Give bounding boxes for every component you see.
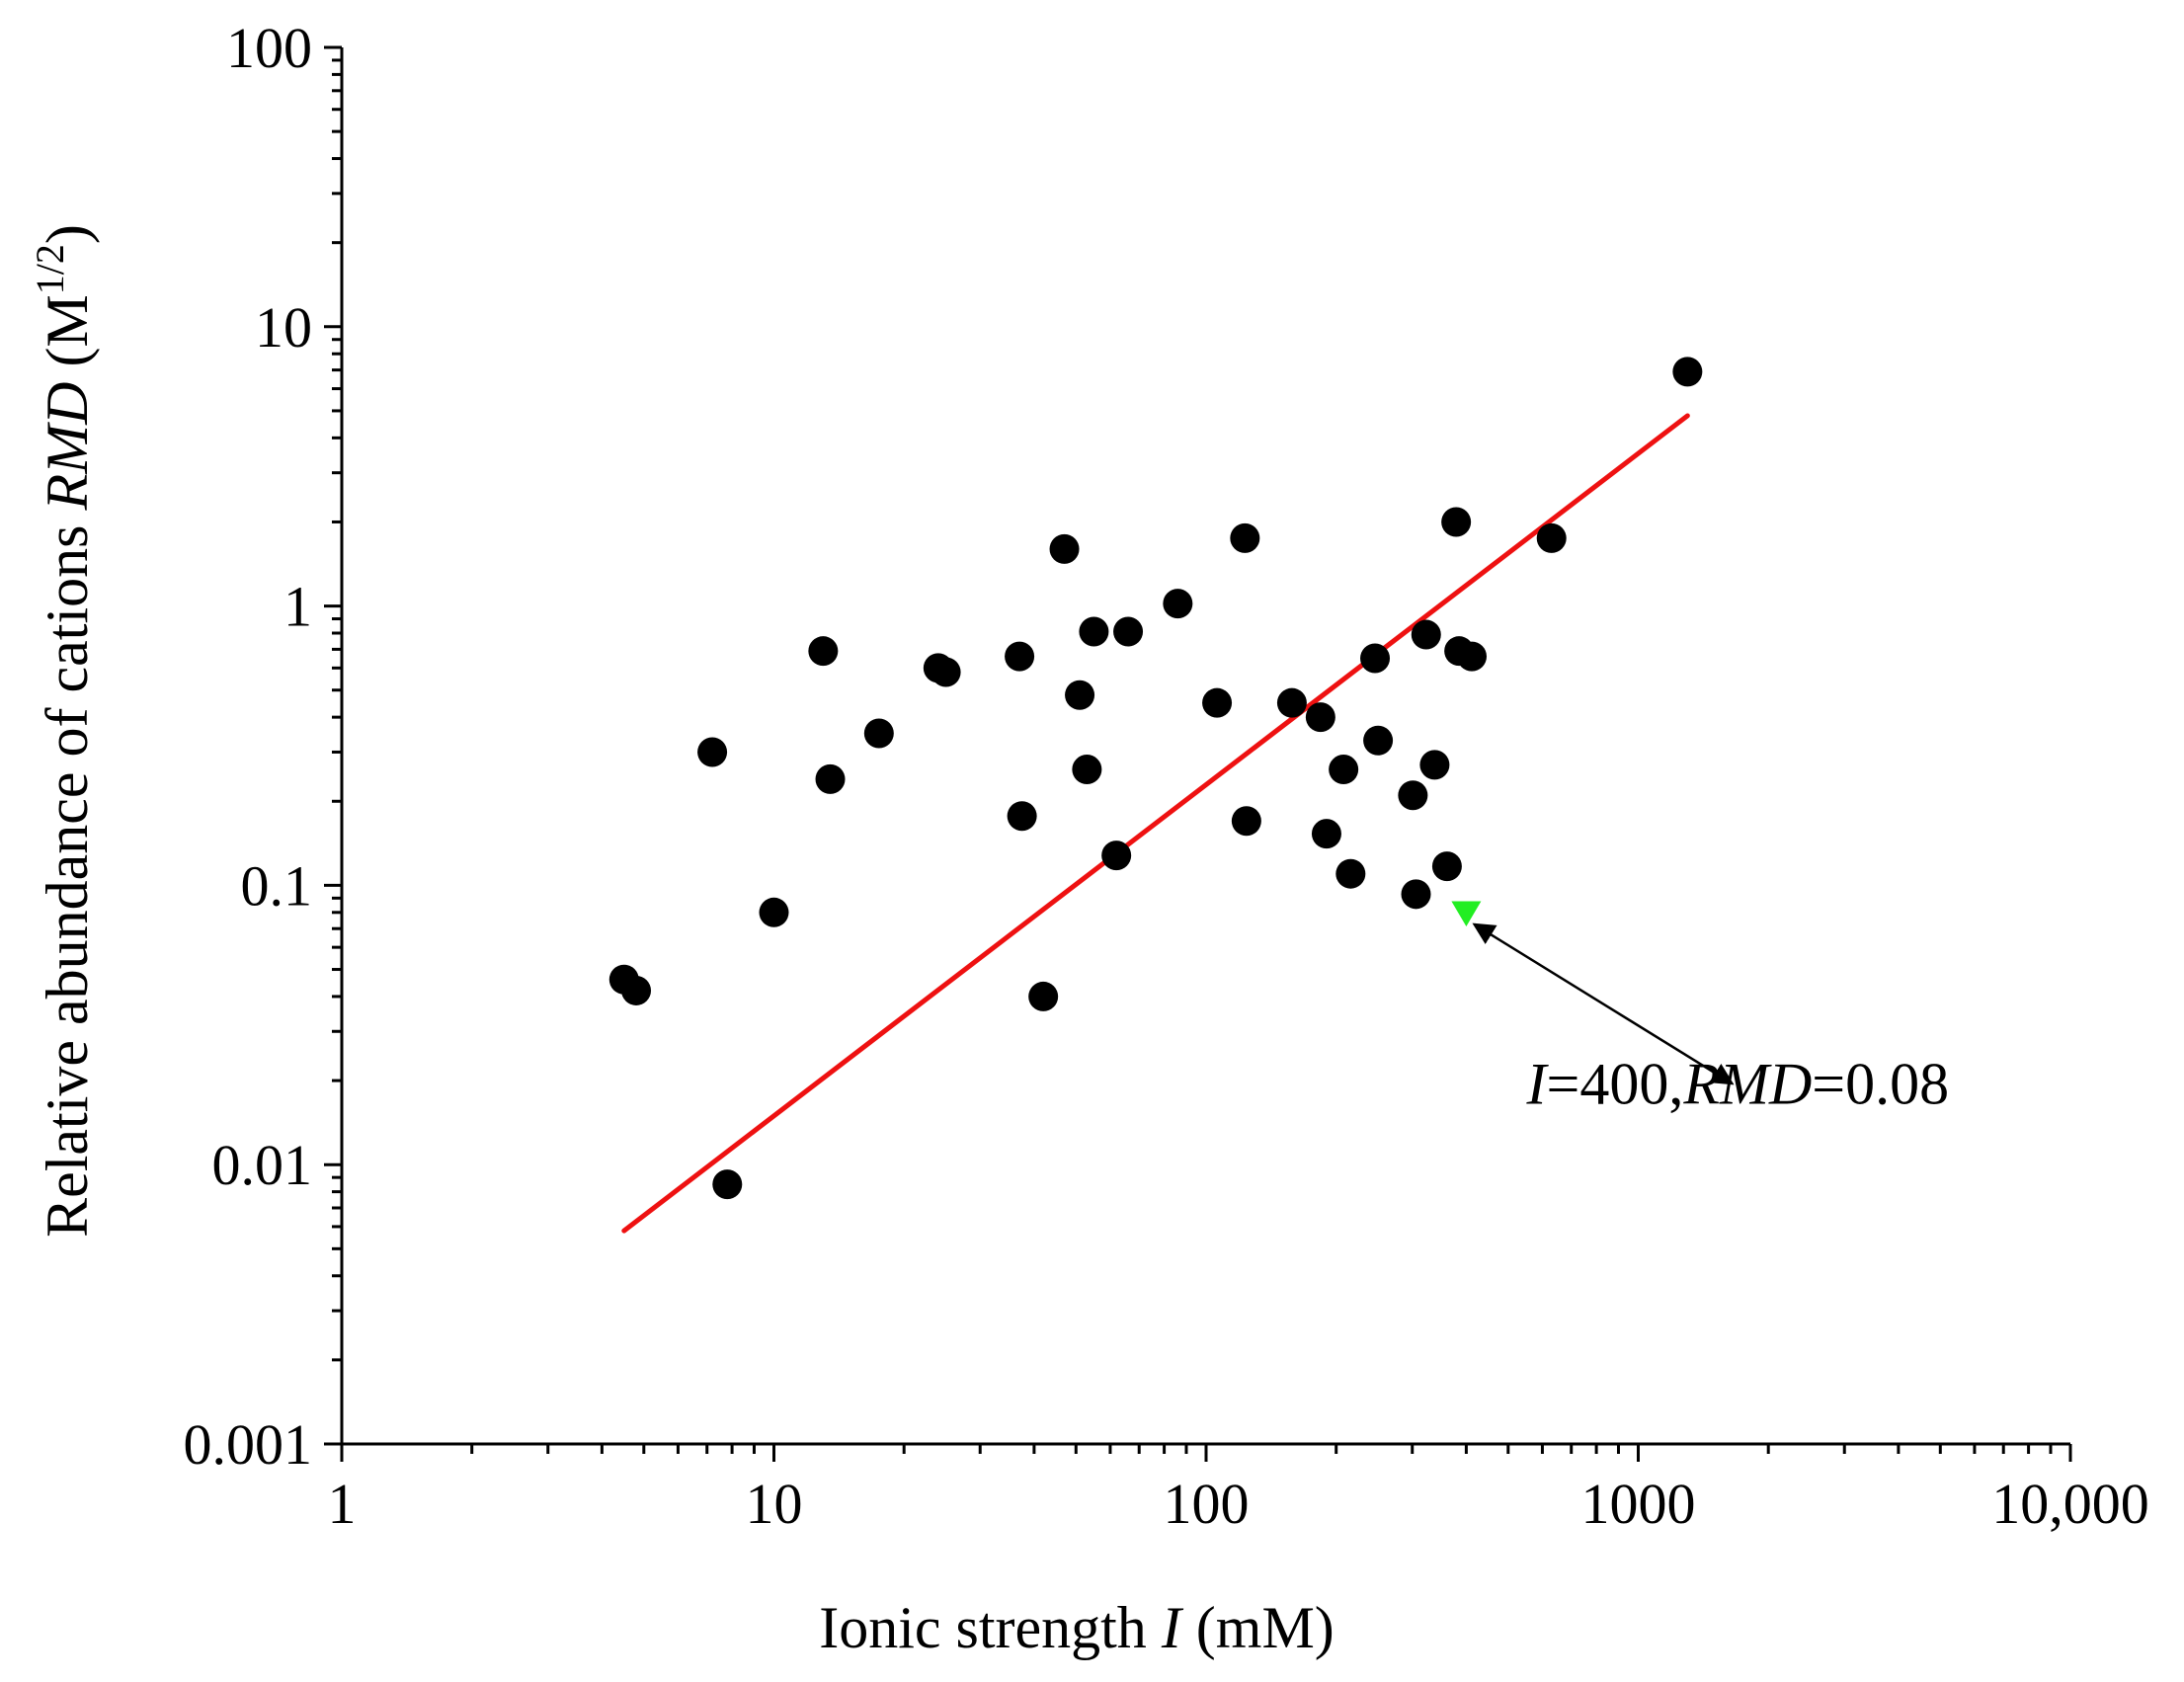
data-point (1231, 806, 1261, 837)
data-point (1276, 687, 1307, 718)
data-point (1163, 589, 1193, 619)
data-point (1419, 750, 1450, 780)
y-tick-labels: 0.001 0.01 0.1 1 10 100 (184, 16, 313, 1477)
x-tick-label: 10 (746, 1472, 803, 1536)
data-point (1005, 641, 1035, 672)
x-tick-labels: 1 10 100 1000 10,000 (328, 1472, 2149, 1536)
data-point (1441, 507, 1472, 537)
x-axis (340, 1442, 2072, 1462)
data-point (930, 657, 961, 687)
data-point (1305, 702, 1335, 733)
data-point (1536, 522, 1567, 553)
y-axis-title: Relative abundance of cations RMD (M1/2) (28, 224, 100, 1238)
y-tick-label: 0.1 (241, 853, 313, 918)
data-point (1431, 851, 1462, 882)
data-point (1079, 616, 1109, 647)
data-point (1049, 533, 1080, 564)
data-point (1672, 357, 1703, 387)
y-tick-label: 100 (226, 16, 312, 80)
data-point (1202, 687, 1233, 718)
x-tick-label: 10,000 (1991, 1472, 2149, 1536)
y-axis (324, 45, 344, 1446)
regression-fit-line (621, 413, 1690, 1234)
x-tick-label: 1 (328, 1472, 357, 1536)
data-point (1028, 981, 1059, 1011)
annotation-label: I=400,RMD=0.08 (1526, 1052, 1950, 1117)
x-tick-label: 1000 (1581, 1472, 1696, 1536)
data-point (1311, 819, 1341, 849)
data-point (1101, 841, 1132, 871)
data-points (608, 357, 1703, 1200)
data-point (1457, 641, 1488, 672)
data-point (815, 763, 846, 794)
data-point (808, 636, 839, 667)
y-tick-label: 0.001 (184, 1412, 313, 1477)
data-point (1363, 725, 1394, 756)
data-point (1065, 680, 1095, 710)
data-point (1401, 879, 1431, 910)
highlight-triangle-point (1451, 901, 1482, 927)
data-point (1072, 755, 1102, 785)
data-point (1113, 616, 1144, 647)
data-point (863, 718, 894, 749)
data-point (1398, 780, 1428, 811)
data-point (712, 1169, 743, 1200)
annotation-arrow (1472, 922, 1735, 1085)
data-point (759, 897, 789, 927)
x-axis-title: Ionic strength I (mM) (819, 1595, 1335, 1660)
y-tick-label: 0.01 (212, 1133, 313, 1197)
data-point (1230, 522, 1260, 553)
data-point (1007, 801, 1037, 832)
y-tick-label: 10 (255, 295, 312, 360)
data-point (1411, 619, 1441, 650)
data-point (1329, 755, 1359, 785)
data-point (1335, 858, 1366, 889)
data-point (1360, 643, 1391, 674)
x-tick-label: 100 (1164, 1472, 1250, 1536)
data-point (697, 737, 728, 767)
y-tick-label: 1 (283, 575, 312, 639)
data-point (621, 975, 652, 1005)
highlight-point (1451, 901, 1482, 927)
